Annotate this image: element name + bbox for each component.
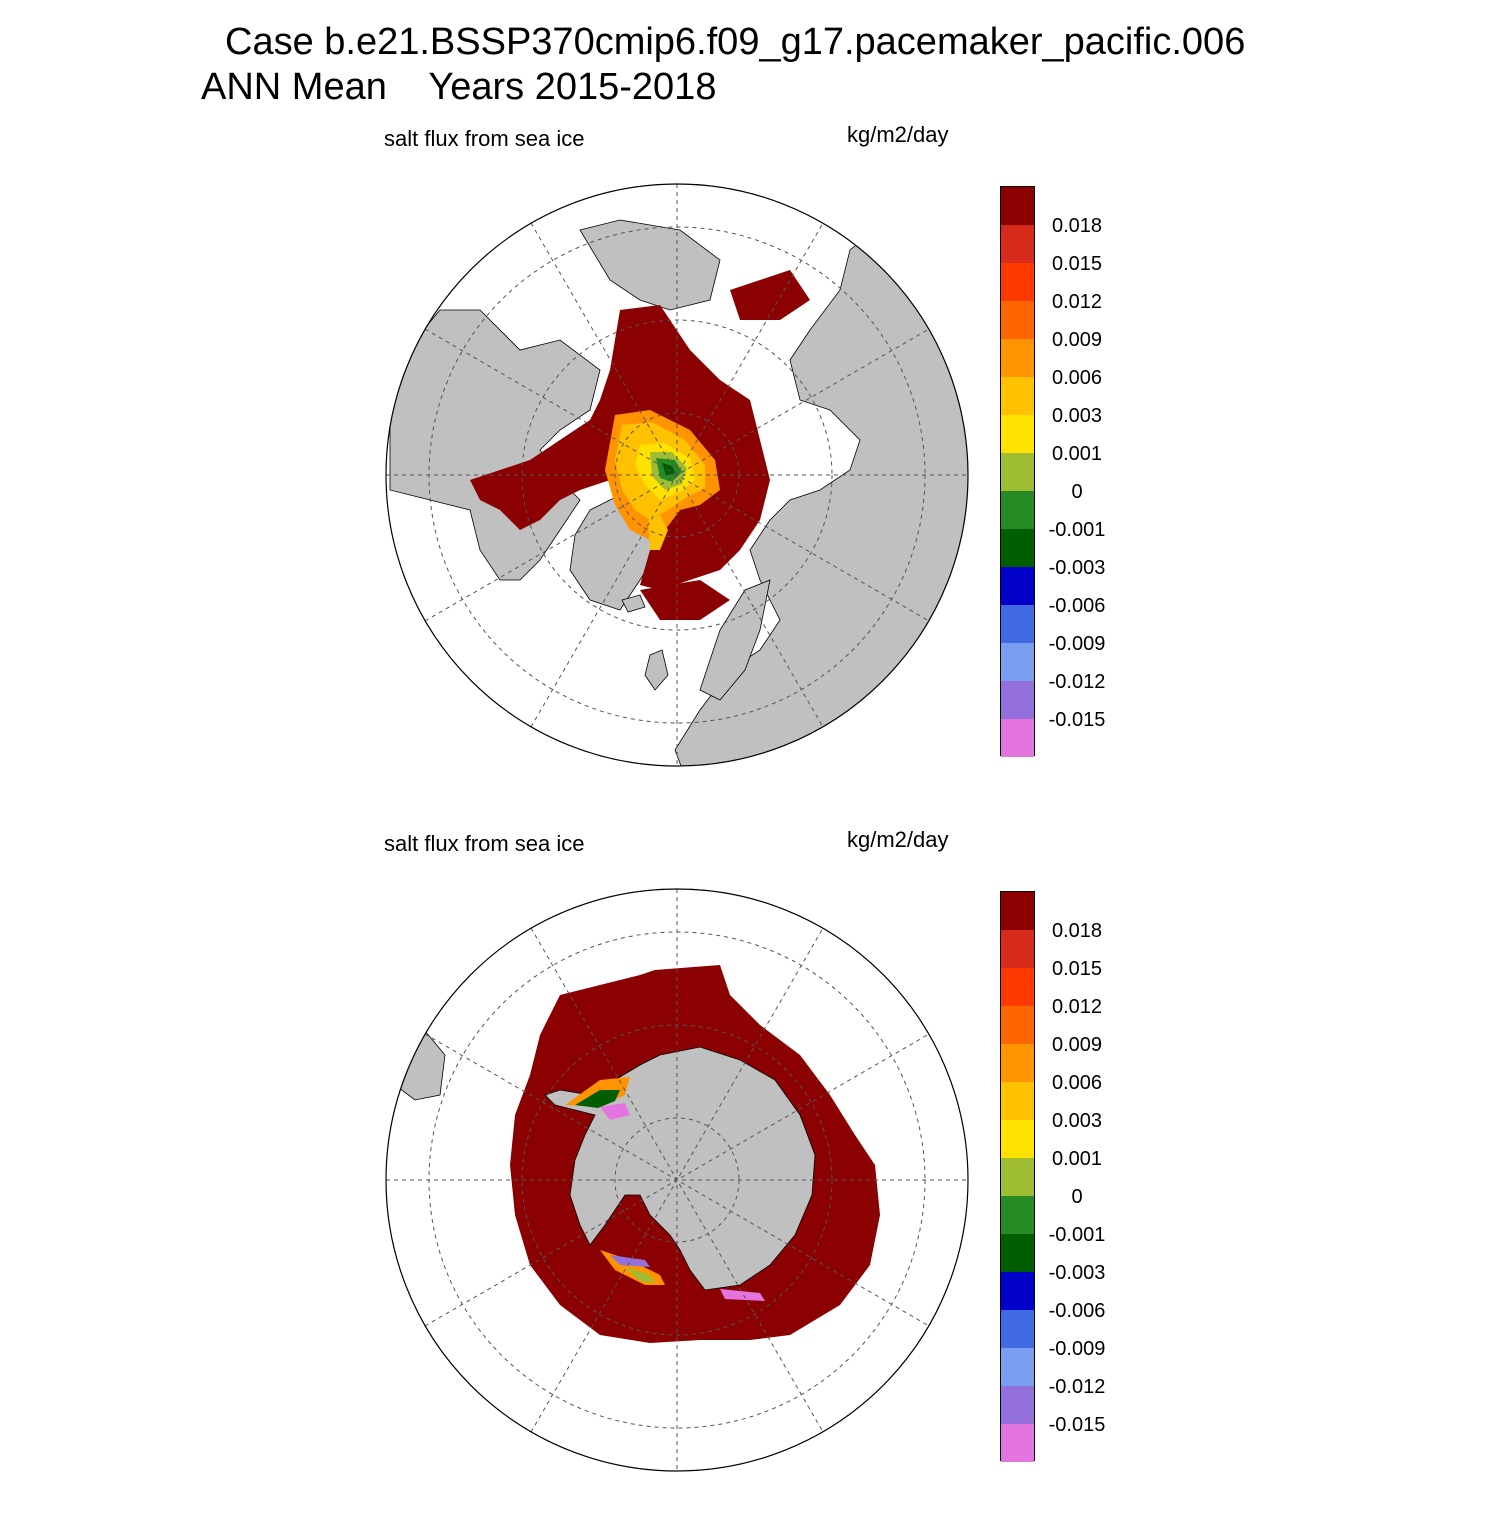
- colorbar-tick-label: 0.015: [1051, 958, 1103, 980]
- figure-title-period: ANN Mean Years 2015-2018: [201, 66, 717, 108]
- graticule: [386, 184, 968, 766]
- colorbar-box: [1001, 263, 1034, 301]
- colorbar-box: [1001, 491, 1034, 529]
- colorbar-box: [1001, 1348, 1034, 1386]
- flux-region-high-south: [640, 580, 730, 620]
- flux-region-greenland-edge: [648, 515, 668, 550]
- salt-flux-edges: [565, 1077, 765, 1301]
- colorbar-tick-label: -0.015: [1048, 1414, 1106, 1436]
- colorbar-tick-label: -0.012: [1048, 671, 1106, 693]
- colorbar-tick-label: -0.015: [1048, 709, 1106, 731]
- flux-region-weddell-neg003: [575, 1090, 620, 1108]
- colorbar-tick-label: -0.001: [1048, 1224, 1106, 1246]
- variable-label: salt flux from sea ice: [384, 126, 585, 151]
- colorbar-tick-label: 0.003: [1051, 405, 1103, 427]
- colorbar-box: [1001, 1196, 1034, 1234]
- colorbar-tick-label: 0.018: [1051, 215, 1103, 237]
- north-polar-map: [385, 183, 969, 767]
- colorbar-box: [1001, 415, 1034, 453]
- colorbar-box: [1001, 339, 1034, 377]
- colorbar-tick-label: 0.012: [1051, 996, 1103, 1018]
- colorbar-tick-label: -0.012: [1048, 1376, 1106, 1398]
- units-label: kg/m2/day: [847, 827, 949, 852]
- flux-region-ross-0: [625, 1267, 655, 1283]
- flux-region-ross-neg012: [610, 1255, 650, 1267]
- colorbar-tick-label: -0.009: [1048, 633, 1106, 655]
- colorbar-box: [1001, 719, 1034, 757]
- colorbar-tick-label: -0.006: [1048, 595, 1106, 617]
- colorbar-tick-label: 0: [1071, 481, 1083, 503]
- colorbar-box: [1001, 567, 1034, 605]
- figure-title-case: Case b.e21.BSSP370cmip6.f09_g17.pacemake…: [225, 21, 1246, 63]
- north-polar-panel: salt flux from sea ice kg/m2/day: [0, 110, 1500, 820]
- colorbar-box: [1001, 453, 1034, 491]
- colorbar-box: [1001, 968, 1034, 1006]
- colorbar: [1000, 186, 1035, 757]
- colorbar-box: [1001, 187, 1034, 225]
- variable-label: salt flux from sea ice: [384, 831, 585, 856]
- colorbar-tick-label: -0.003: [1048, 1262, 1106, 1284]
- british-isles-landmass: [644, 649, 669, 691]
- colorbar-box: [1001, 1386, 1034, 1424]
- colorbar-box: [1001, 1082, 1034, 1120]
- colorbar-box: [1001, 529, 1034, 567]
- colorbar-tick-label: 0.015: [1051, 253, 1103, 275]
- colorbar-box: [1001, 301, 1034, 339]
- flux-region-east-neg015: [720, 1289, 765, 1301]
- colorbar-box: [1001, 1006, 1034, 1044]
- colorbar-box: [1001, 1158, 1034, 1196]
- colorbar-tick-label: -0.001: [1048, 519, 1106, 541]
- iceland-landmass: [621, 594, 646, 613]
- colorbar-tick-label: -0.006: [1048, 1300, 1106, 1322]
- colorbar-tick-label: 0.001: [1051, 1148, 1103, 1170]
- colorbar-box: [1001, 605, 1034, 643]
- colorbar-box: [1001, 1272, 1034, 1310]
- colorbar-box: [1001, 1310, 1034, 1348]
- map-boundary: [385, 888, 969, 1472]
- colorbar-tick-label: 0.009: [1051, 1034, 1103, 1056]
- colorbar-box: [1001, 892, 1034, 930]
- flux-region-high-east: [730, 270, 810, 320]
- colorbar-tick-label: 0.009: [1051, 329, 1103, 351]
- colorbar-box: [1001, 1044, 1034, 1082]
- bering-landmass: [579, 219, 721, 311]
- colorbar-tick-label: -0.009: [1048, 1338, 1106, 1360]
- colorbar-tick-label: -0.003: [1048, 557, 1106, 579]
- south-polar-panel: salt flux from sea ice kg/m2/day: [0, 815, 1500, 1525]
- colorbar-box: [1001, 643, 1034, 681]
- colorbar-box: [1001, 1120, 1034, 1158]
- graticule: [386, 889, 968, 1471]
- units-label: kg/m2/day: [847, 122, 949, 147]
- colorbar-tick-label: 0.003: [1051, 1110, 1103, 1132]
- colorbar-tick-label: 0.001: [1051, 443, 1103, 465]
- colorbar: [1000, 891, 1035, 1462]
- map-boundary: [385, 183, 969, 767]
- colorbar-tick-label: 0.012: [1051, 291, 1103, 313]
- flux-region-weddell-neg015: [600, 1103, 630, 1120]
- colorbar-tick-label: 0.006: [1051, 1072, 1103, 1094]
- south-polar-map: [385, 888, 969, 1472]
- colorbar-box: [1001, 225, 1034, 263]
- colorbar-box: [1001, 1424, 1034, 1462]
- colorbar-box: [1001, 681, 1034, 719]
- scandinavia-landmass: [699, 579, 771, 701]
- colorbar-box: [1001, 1234, 1034, 1272]
- salt-flux-field: [470, 270, 810, 620]
- colorbar-tick-label: 0.006: [1051, 367, 1103, 389]
- colorbar-tick-label: 0.018: [1051, 920, 1103, 942]
- colorbar-box: [1001, 930, 1034, 968]
- colorbar-tick-label: 0: [1071, 1186, 1083, 1208]
- colorbar-box: [1001, 377, 1034, 415]
